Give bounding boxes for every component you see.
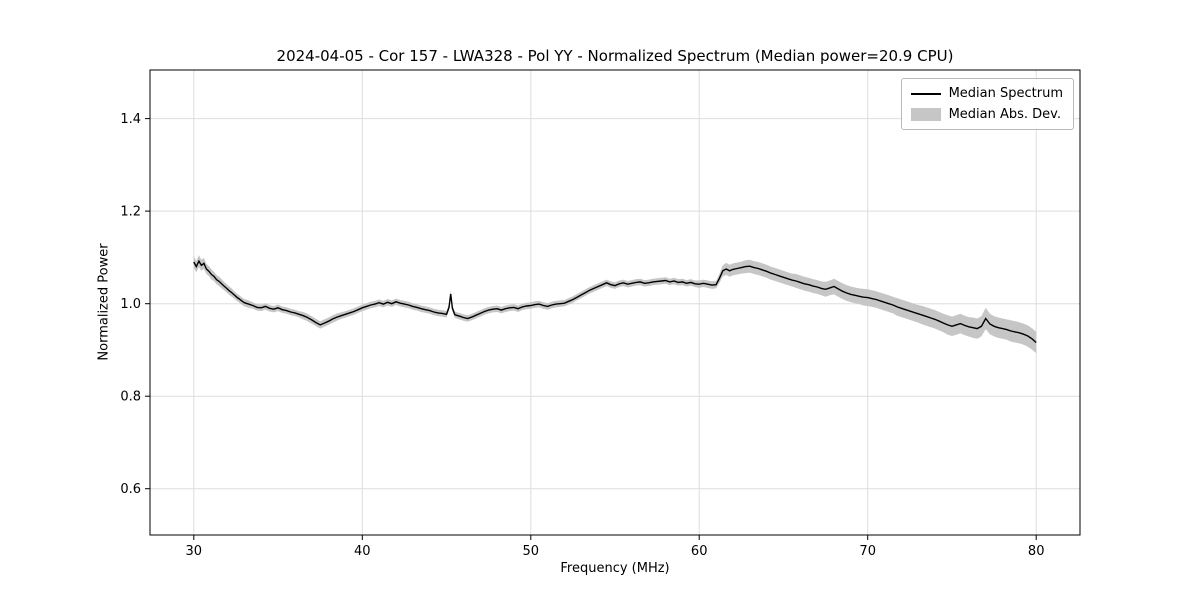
x-tick-label: 80 <box>1028 544 1045 559</box>
x-tick-label: 60 <box>691 544 708 559</box>
legend-entry-median-spectrum: Median Spectrum <box>910 86 1063 101</box>
x-tick-label: 30 <box>186 544 203 559</box>
y-tick-label: 1.4 <box>120 112 141 127</box>
y-tick-label: 1.0 <box>120 297 141 312</box>
chart-title: 2024-04-05 - Cor 157 - LWA328 - Pol YY -… <box>276 47 954 65</box>
x-tick-label: 40 <box>354 544 371 559</box>
y-axis-label: Normalized Power <box>96 243 112 361</box>
x-tick-label: 50 <box>523 544 540 559</box>
axes-spines <box>149 69 1081 536</box>
legend: Median Spectrum Median Abs. Dev. <box>900 78 1074 130</box>
x-tick-label: 70 <box>859 544 876 559</box>
x-axis-label: Frequency (MHz) <box>560 561 670 576</box>
y-tick-label: 0.6 <box>120 482 141 497</box>
median-spectrum-line <box>193 259 1037 344</box>
y-tick-label: 1.2 <box>120 205 141 220</box>
mad-band <box>193 255 1037 354</box>
y-tick-label: 0.8 <box>120 390 141 405</box>
legend-label-median-spectrum: Median Spectrum <box>948 86 1063 101</box>
legend-label-median-abs-dev: Median Abs. Dev. <box>948 107 1062 122</box>
legend-patch-sample <box>910 108 941 121</box>
legend-line-sample <box>910 92 941 95</box>
legend-entry-median-abs-dev: Median Abs. Dev. <box>910 107 1063 122</box>
